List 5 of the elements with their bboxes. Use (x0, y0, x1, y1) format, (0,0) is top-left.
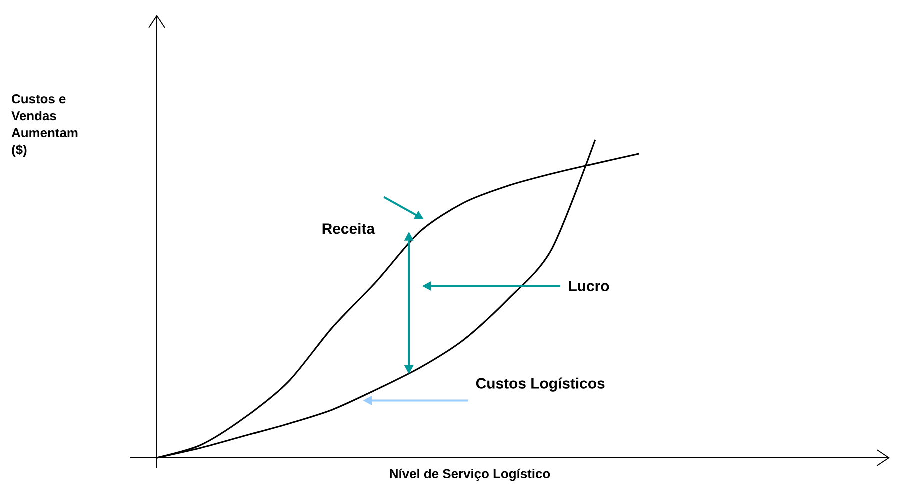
y-axis-title: Custos e Vendas Aumentam ($) (12, 94, 78, 158)
text: Custos Logísticos (476, 378, 605, 392)
text: Receita (322, 223, 376, 234)
x-axis-title: Nível de Serviço Logístico (390, 468, 550, 482)
annotation: Lucro (569, 281, 610, 292)
